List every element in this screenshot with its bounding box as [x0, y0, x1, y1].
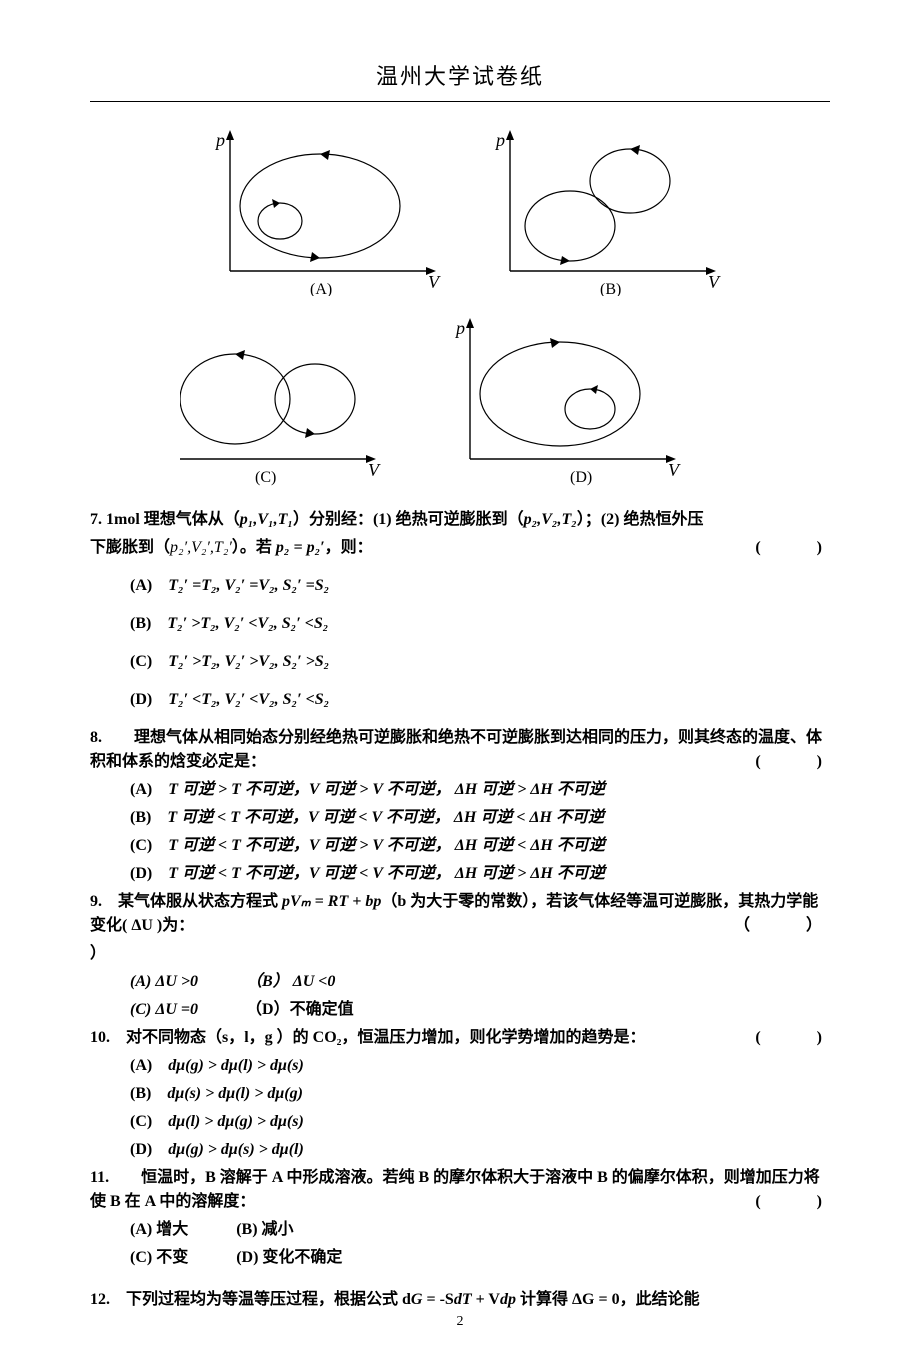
q11-paren: ( ): [755, 1190, 830, 1214]
panel-label-d: (D): [570, 469, 592, 486]
exam-page: 温州大学试卷纸 p V (A): [0, 0, 920, 1356]
q7-stem-a: 7. 1mol 理想气体从（: [90, 511, 240, 528]
q10-opt-b: dμ(s) > dμ(l) > dμ(g): [167, 1085, 303, 1102]
q7-vars2: p₂,V₂,T₂: [524, 511, 577, 528]
axis-v: V: [368, 460, 381, 480]
q11-opt-c: (C) 不变: [130, 1249, 188, 1266]
q12-a: 12. 下列过程均为等温等压过程，根据公式 d: [90, 1291, 411, 1308]
q11: 11. 恒温时，B 溶解于 A 中形成溶液。若纯 B 的摩尔体积大于溶液中 B …: [90, 1166, 830, 1214]
q10-stem: 10. 对不同物态（s，l，g ）的 CO₂，恒温压力增加，则化学势增加的趋势是…: [90, 1029, 645, 1046]
panel-label-b: (B): [600, 281, 621, 296]
q10-options: (A) dμ(g) > dμ(l) > dμ(s) (B) dμ(s) > dμ…: [90, 1054, 830, 1162]
q11-options: (A) 增大 (B) 减小 (C) 不变 (D) 变化不确定: [90, 1218, 830, 1270]
q8-paren: ( ): [755, 750, 830, 774]
q12-dT: dT: [454, 1291, 472, 1308]
q7-opt-b: T₂′ >T₂, V₂′ <V₂, S₂′ <S₂: [167, 615, 328, 632]
q12-dp: dp: [500, 1291, 516, 1308]
q7-s2eq: p₂ = p₂′: [276, 539, 325, 556]
q7-opt-c: T₂′ >T₂, V₂′ >V₂, S₂′ >S₂: [168, 653, 329, 670]
q7-s2b: ）。若: [232, 539, 276, 556]
q9-paren: （ ）: [734, 914, 830, 938]
diagram-block: p V (A) p V: [180, 116, 740, 502]
q9-opt-a: (A) ΔU >0: [130, 973, 198, 990]
q10-opt-d: dμ(g) > dμ(s) > dμ(l): [168, 1141, 304, 1158]
q7-s2vars: p₂′,V₂′,T₂′: [170, 539, 232, 556]
q11-stem: 11. 恒温时，B 溶解于 A 中形成溶液。若纯 B 的摩尔体积大于溶液中 B …: [90, 1169, 820, 1210]
q9-eq: pVₘ = RT + bp: [282, 893, 381, 910]
axis-p: p: [214, 130, 225, 150]
q8-opt-a: T 可逆 > T 不可逆，V 可逆 > V 不可逆， ΔH 可逆 > ΔH 不可…: [168, 781, 605, 798]
q7-paren: ( ): [755, 536, 830, 560]
q8-opt-c: T 可逆 < T 不可逆，V 可逆 > V 不可逆， ΔH 可逆 < ΔH 不可…: [168, 837, 605, 854]
q12-plus: + V: [472, 1291, 500, 1308]
diagram-row-1: p V (A) p V: [180, 116, 740, 296]
q7-stem-c: ）；(2) 绝热恒外压: [577, 511, 704, 528]
q12-c: 计算得 ΔG = 0，此结论能: [516, 1291, 700, 1308]
axis-v: V: [428, 272, 441, 292]
axis-v: V: [708, 272, 721, 292]
panel-label-a: (A): [310, 281, 332, 296]
q8-opt-b: T 可逆 < T 不可逆，V 可逆 < V 不可逆， ΔH 可逆 < ΔH 不可…: [167, 809, 604, 826]
q10-paren: ( ): [755, 1026, 830, 1050]
q8-stem: 8. 理想气体从相同始态分别经绝热可逆膨胀和绝热不可逆膨胀到达相同的压力，则其终…: [90, 729, 822, 770]
q7-stem-b: ）分别经：(1) 绝热可逆膨胀到（: [293, 511, 524, 528]
q9-opt-b: （B） ΔU <0: [246, 973, 335, 990]
q12: 12. 下列过程均为等温等压过程，根据公式 dG = -SdT + Vdp 计算…: [90, 1288, 830, 1312]
axis-p: p: [454, 318, 465, 338]
q7-s2c: ，则：: [325, 539, 373, 556]
q9-opt-d: （D）不确定值: [246, 1001, 354, 1018]
q8-opt-d: T 可逆 < T 不可逆，V 可逆 < V 不可逆， ΔH 可逆 > ΔH 不可…: [168, 865, 605, 882]
page-header: 温州大学试卷纸: [90, 60, 830, 97]
q9-stem-a: 9. 某气体服从状态方程式: [90, 893, 282, 910]
q10-opt-c: dμ(l) > dμ(g) > dμ(s): [168, 1113, 304, 1130]
page-number: 2: [0, 1311, 920, 1332]
q11-opt-b: (B) 减小: [236, 1221, 293, 1238]
q7: 7. 1mol 理想气体从（p₁,V₁,T₁）分别经：(1) 绝热可逆膨胀到（p…: [90, 508, 830, 532]
panel-label-c: (C): [255, 469, 276, 486]
q12-G: G: [411, 1291, 423, 1308]
q7-opt-d: T₂′ <T₂, V₂′ <V₂, S₂′ <S₂: [168, 691, 329, 708]
q7-options: (A) T₂′ =T₂, V₂′ =V₂, S₂′ =S₂ (B) T₂′ >T…: [90, 574, 830, 712]
q9-opt-c: (C) ΔU =0: [130, 1001, 198, 1018]
diagram-row-2: p V (C) p V (D): [180, 304, 740, 494]
q9: 9. 某气体服从状态方程式 pVₘ = RT + bp（b 为大于零的常数），若…: [90, 890, 830, 938]
q12-b: = -S: [422, 1291, 453, 1308]
q11-opt-a: (A) 增大: [130, 1221, 188, 1238]
q10-opt-a: dμ(g) > dμ(l) > dμ(s): [168, 1057, 304, 1074]
q8-options: (A) T 可逆 > T 不可逆，V 可逆 > V 不可逆， ΔH 可逆 > Δ…: [90, 778, 830, 886]
q8: 8. 理想气体从相同始态分别经绝热可逆膨胀和绝热不可逆膨胀到达相同的压力，则其终…: [90, 726, 830, 774]
axis-p: p: [494, 130, 505, 150]
q11-opt-d: (D) 变化不确定: [236, 1249, 342, 1266]
q9-options: (A) ΔU >0 （B） ΔU <0 (C) ΔU =0 （D）不确定值: [90, 970, 830, 1022]
q7-vars1: p₁,V₁,T₁: [240, 511, 293, 528]
q10: 10. 对不同物态（s，l，g ）的 CO₂，恒温压力增加，则化学势增加的趋势是…: [90, 1026, 830, 1050]
header-rule: [90, 101, 830, 102]
q7-line2: 下膨胀到（p₂′,V₂′,T₂′）。若 p₂ = p₂′，则： ( ): [90, 536, 830, 560]
axis-v: V: [668, 460, 681, 480]
q7-opt-a: T₂′ =T₂, V₂′ =V₂, S₂′ =S₂: [168, 577, 329, 594]
q7-s2a: 下膨胀到（: [90, 539, 170, 556]
